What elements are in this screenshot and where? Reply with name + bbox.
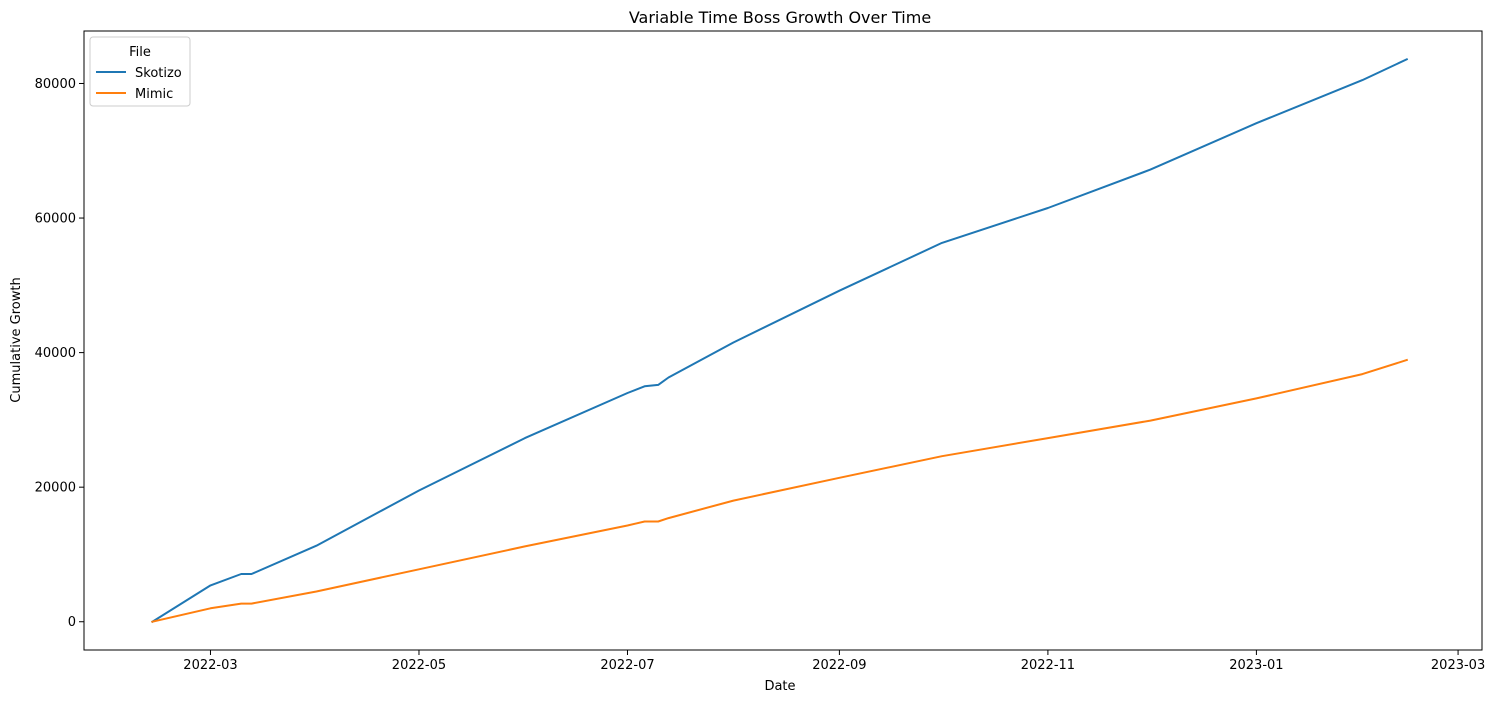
x-axis: 2022-03 2022-05 2022-07 2022-09 2022-11 2023-… — [183, 650, 1485, 673]
y-tick-label: 0 — [68, 615, 76, 630]
y-tick-label: 80000 — [35, 77, 76, 92]
y-tick-label: 60000 — [35, 212, 76, 227]
legend: File Skotizo Mimic — [89, 36, 191, 107]
legend-label-mimic: Mimic — [135, 87, 173, 102]
series-line-skotizo — [151, 57, 1409, 624]
x-tick-label: 2022-03 — [183, 658, 237, 673]
x-tick-label: 2023-01 — [1229, 658, 1283, 673]
x-tick-label: 2022-11 — [1021, 658, 1075, 673]
y-axis-label: Cumulative Growth — [9, 277, 24, 402]
legend-title: File — [129, 45, 151, 60]
plot-frame — [83, 30, 1483, 651]
x-tick-label: 2022-09 — [812, 658, 866, 673]
legend-label-skotizo: Skotizo — [135, 66, 182, 81]
x-axis-label: Date — [764, 679, 795, 694]
y-tick-label: 40000 — [35, 346, 76, 361]
y-axis: 0 20000 40000 60000 80000 — [35, 77, 84, 630]
chart-title: Variable Time Boss Growth Over Time — [629, 8, 931, 27]
y-tick-label: 20000 — [35, 481, 76, 496]
legend-box — [89, 36, 191, 107]
x-tick-label: 2023-03 — [1431, 658, 1485, 673]
x-tick-label: 2022-05 — [392, 658, 446, 673]
series-line-mimic — [151, 358, 1409, 623]
x-tick-label: 2022-07 — [600, 658, 654, 673]
plot-lines — [151, 57, 1409, 624]
